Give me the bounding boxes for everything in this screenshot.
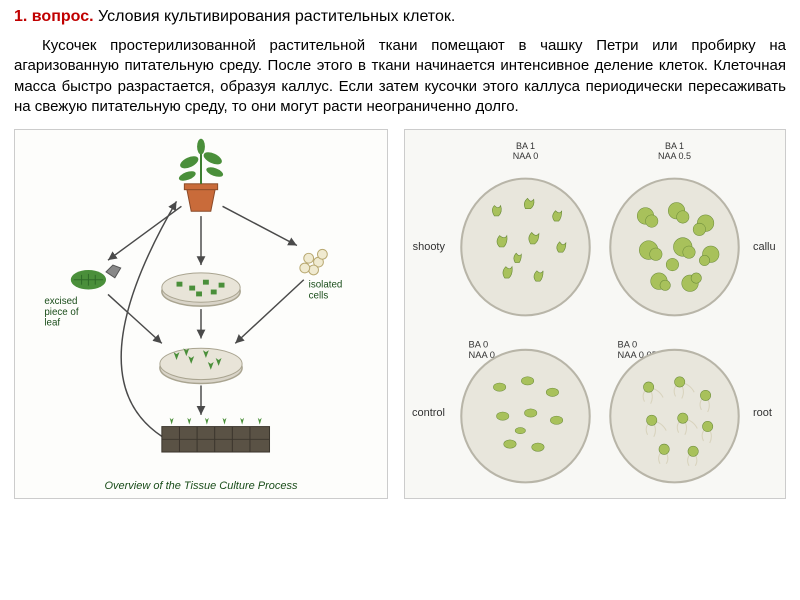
svg-text:BA 0: BA 0 xyxy=(618,340,638,350)
row-label-callus: callu xyxy=(751,166,781,328)
petri-shooty xyxy=(453,166,598,328)
images-row: excised piece of leaf xyxy=(14,129,786,499)
petri-plantlets-icon xyxy=(160,348,242,383)
petri-control: BA 0 NAA 0 xyxy=(453,332,598,494)
question-number: 1. вопрос. xyxy=(14,8,94,25)
isolated-label: isolated xyxy=(309,280,343,291)
tissue-culture-diagram: excised piece of leaf xyxy=(14,129,388,499)
title-text: Условия культивирования растительных кле… xyxy=(98,8,455,25)
petri-grid-figure: BA 1 NAA 0 BA 1 NAA 0.5 shooty xyxy=(404,129,786,499)
excised-label: excised xyxy=(44,296,77,307)
potted-plant-icon xyxy=(178,139,225,211)
petri-rooty: BA 0 NAA 0.05 xyxy=(602,332,747,494)
slide: 1. вопрос. Условия культивирования расти… xyxy=(0,0,800,600)
col-header-2: BA 1 NAA 0.5 xyxy=(602,134,747,162)
petri-callus xyxy=(602,166,747,328)
isolated-label-2: cells xyxy=(309,290,329,301)
seedling-tray-icon xyxy=(162,418,270,452)
title-line: 1. вопрос. Условия культивирования расти… xyxy=(14,8,786,26)
petri-dish-icon xyxy=(162,273,240,306)
diagram-caption: Overview of the Tissue Culture Process xyxy=(15,480,387,492)
svg-text:BA 0: BA 0 xyxy=(469,340,489,350)
excised-label-2: piece of xyxy=(44,307,78,318)
isolated-cells-icon xyxy=(300,249,327,274)
arrow-icon xyxy=(108,206,297,265)
col-header-1: BA 1 NAA 0 xyxy=(453,134,598,162)
arrow-icon xyxy=(121,201,201,436)
row-label-shooty: shooty xyxy=(409,166,449,328)
excised-label-3: leaf xyxy=(44,318,60,329)
excised-leaf-icon xyxy=(71,265,121,289)
svg-text:NAA 0: NAA 0 xyxy=(469,350,495,360)
body-paragraph: Кусочек простерилизованной растительной … xyxy=(14,36,786,117)
row-label-rooty: root xyxy=(751,332,781,494)
row-label-control: control xyxy=(409,332,449,494)
